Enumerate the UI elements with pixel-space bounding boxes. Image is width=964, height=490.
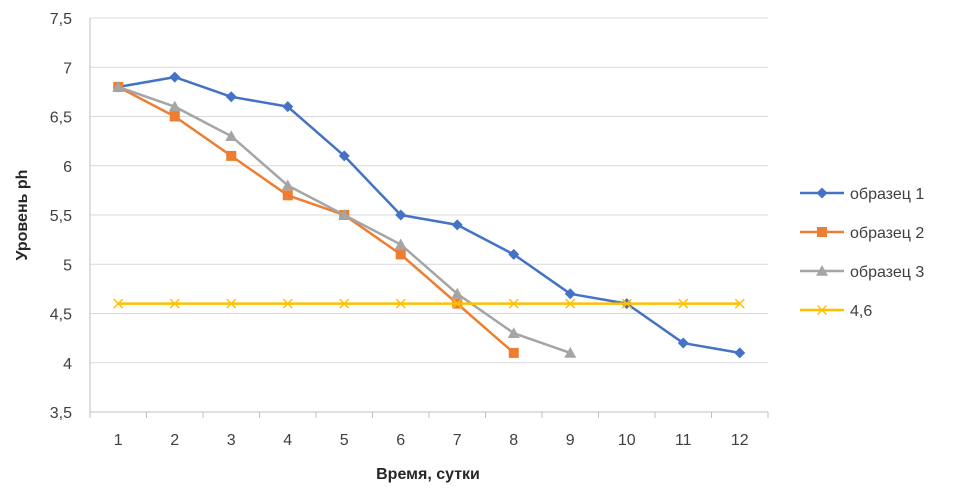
x-tick-label: 9 (566, 432, 575, 449)
legend-entry: образец 2 (800, 225, 924, 242)
y-tick-label: 3,5 (50, 405, 72, 422)
y-tick-labels: 3,5 4 4,5 5 5,5 6 6,5 7 7,5 (50, 11, 72, 422)
data-point (338, 150, 350, 162)
x-tick-label: 2 (170, 432, 179, 449)
data-point (282, 190, 293, 201)
y-tick-label: 7,5 (50, 11, 72, 28)
data-point (565, 298, 576, 309)
legend-entry: 4,6 (800, 303, 872, 320)
legend-marker (817, 227, 827, 237)
x-tick-label: 7 (453, 432, 462, 449)
x-tick-label: 5 (340, 432, 349, 449)
x-marker-stroke (816, 304, 828, 316)
y-tick-label: 6 (63, 159, 72, 176)
x-tick-label: 4 (283, 432, 292, 449)
x-marker-stroke (565, 298, 576, 309)
data-point (395, 209, 407, 221)
data-point (281, 179, 294, 191)
legend-entry: образец 1 (800, 186, 924, 203)
data-point (451, 287, 464, 299)
x-tick-label: 8 (509, 432, 518, 449)
data-point (226, 298, 237, 309)
data-point (621, 298, 632, 309)
x-tick-label: 6 (396, 432, 405, 449)
data-point (508, 248, 520, 260)
x-marker-stroke (734, 298, 745, 309)
y-tick-label: 7 (63, 60, 72, 77)
data-point (452, 298, 463, 309)
y-tick-label: 5 (63, 257, 72, 274)
series-line (117, 85, 515, 354)
legend-entry: образец 3 (800, 264, 924, 281)
x-marker-stroke (226, 298, 237, 309)
y-tick-label: 4 (63, 356, 72, 373)
data-point (112, 80, 125, 92)
x-tick-label: 12 (731, 432, 749, 449)
x-marker-stroke (508, 298, 519, 309)
data-point (678, 298, 689, 309)
data-point (564, 288, 576, 300)
legend-marker (816, 187, 828, 199)
legend-marker (816, 304, 828, 316)
x-marker-stroke (678, 298, 689, 309)
data-point (282, 298, 293, 309)
x-marker-stroke (339, 298, 350, 309)
x-marker-stroke (113, 298, 124, 309)
legend-label: образец 3 (850, 264, 924, 281)
legend-marker (816, 265, 828, 276)
data-point (508, 347, 519, 358)
x-tick-labels: 1 2 3 4 5 6 7 8 9 10 11 12 (114, 432, 749, 449)
x-marker-stroke (621, 298, 632, 309)
data-point (282, 101, 294, 113)
data-point (734, 347, 746, 359)
series-2 (113, 81, 519, 358)
x-marker-stroke (395, 298, 406, 309)
data-point (395, 298, 406, 309)
data-point (395, 249, 406, 260)
x-tick-label: 10 (618, 432, 636, 449)
series-4 (113, 298, 745, 309)
data-point (169, 111, 180, 122)
x-tick-label: 1 (114, 432, 123, 449)
data-point (169, 298, 180, 309)
x-tick-label: 11 (675, 432, 692, 449)
y-tick-label: 6,5 (50, 110, 72, 127)
legend-label: 4,6 (850, 303, 872, 320)
legend: образец 1 образец 2 образец 3 4,6 (800, 186, 924, 320)
x-tick-label: 3 (227, 432, 236, 449)
data-point (225, 130, 238, 141)
data-point (734, 298, 745, 309)
data-point (677, 337, 689, 349)
x-axis-title: Время, сутки (376, 466, 480, 483)
series-group (112, 71, 746, 359)
legend-label: образец 2 (850, 225, 924, 242)
y-axis-title: Уровень ph (14, 170, 31, 261)
x-marker-stroke (282, 298, 293, 309)
data-point (339, 298, 350, 309)
series-3 (112, 80, 577, 358)
y-tick-label: 5,5 (50, 208, 72, 225)
data-point (451, 219, 463, 231)
axes (89, 18, 769, 418)
data-point (226, 150, 237, 161)
data-point (225, 91, 237, 103)
data-point (508, 298, 519, 309)
data-point (168, 100, 181, 112)
data-point (169, 71, 181, 83)
y-tick-label: 4,5 (50, 307, 72, 324)
legend-label: образец 1 (850, 186, 924, 203)
data-point (394, 238, 407, 250)
data-point (507, 327, 520, 338)
data-point (338, 209, 351, 220)
gridlines (90, 17, 768, 364)
series-line (118, 75, 740, 355)
x-marker-stroke (452, 298, 463, 309)
data-point (564, 346, 577, 358)
x-marker-stroke (169, 298, 180, 309)
data-point (113, 298, 124, 309)
